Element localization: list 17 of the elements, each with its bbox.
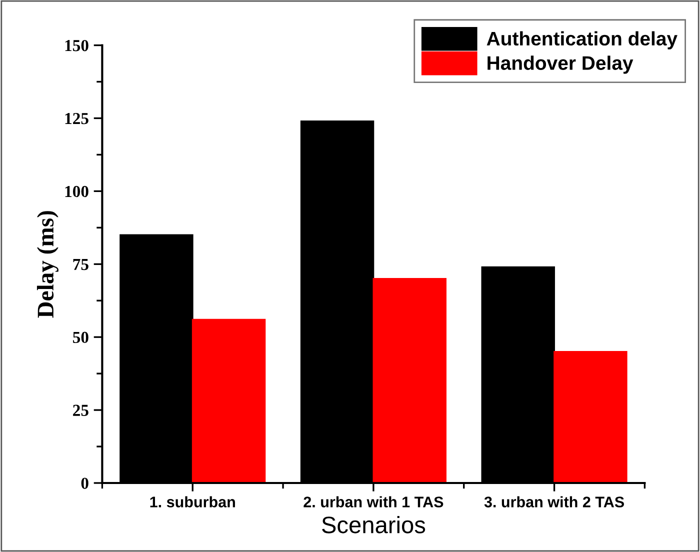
legend-label: Authentication delay bbox=[486, 31, 678, 50]
x-axis-title: Scenarios bbox=[322, 516, 426, 534]
x-tick-label: 1. suburban bbox=[150, 496, 235, 508]
y-tick-label: 100 bbox=[65, 186, 88, 198]
y-tick-label: 0 bbox=[81, 478, 88, 489]
y-tick-label: 50 bbox=[73, 332, 88, 344]
y-tick-label: 25 bbox=[73, 404, 88, 416]
x-tick-label: 2. urban with 1 TAS bbox=[304, 496, 444, 508]
bar bbox=[372, 278, 446, 483]
y-tick-label: 150 bbox=[65, 40, 88, 52]
y-tick-label: 125 bbox=[65, 112, 88, 124]
bar bbox=[192, 318, 266, 483]
y-axis-title: Delay (ms) bbox=[36, 211, 58, 318]
y-tick-label: 75 bbox=[73, 259, 88, 270]
x-tick-label: 3. urban with 2 TAS bbox=[484, 496, 624, 508]
bar bbox=[554, 350, 628, 483]
legend-label: Handover Delay bbox=[488, 56, 634, 74]
